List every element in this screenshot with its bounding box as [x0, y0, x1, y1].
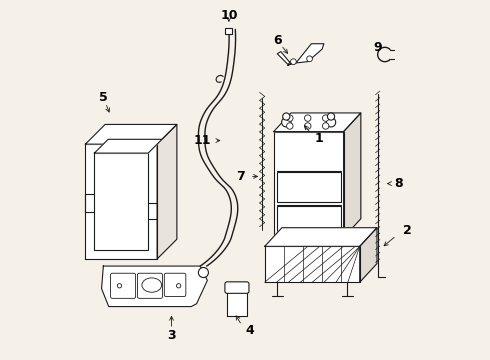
Circle shape [326, 118, 336, 127]
Text: 1: 1 [315, 132, 324, 145]
Polygon shape [85, 144, 157, 259]
FancyBboxPatch shape [225, 28, 232, 35]
Circle shape [307, 56, 313, 62]
Bar [95, 153, 148, 250]
Circle shape [304, 115, 311, 121]
Text: 7: 7 [236, 170, 245, 183]
Ellipse shape [142, 278, 162, 292]
Circle shape [287, 123, 293, 129]
Polygon shape [227, 288, 247, 316]
Circle shape [287, 115, 293, 121]
Circle shape [198, 267, 208, 278]
Text: 5: 5 [99, 91, 108, 104]
Circle shape [176, 284, 181, 288]
Polygon shape [101, 266, 207, 307]
Text: 8: 8 [394, 177, 402, 190]
Circle shape [283, 113, 290, 120]
Polygon shape [343, 113, 361, 237]
Circle shape [282, 118, 291, 127]
FancyBboxPatch shape [164, 273, 186, 297]
Text: 6: 6 [273, 33, 282, 47]
Polygon shape [360, 228, 377, 282]
Circle shape [322, 123, 329, 129]
Polygon shape [274, 113, 361, 132]
Polygon shape [95, 139, 162, 153]
Polygon shape [288, 44, 324, 65]
Polygon shape [85, 125, 177, 144]
FancyBboxPatch shape [225, 282, 249, 293]
Polygon shape [265, 228, 377, 246]
Circle shape [327, 113, 335, 120]
Text: 9: 9 [373, 41, 382, 54]
Text: 10: 10 [220, 9, 238, 22]
Circle shape [304, 123, 311, 129]
Text: 2: 2 [403, 224, 412, 237]
Text: 3: 3 [167, 329, 176, 342]
FancyBboxPatch shape [111, 273, 136, 298]
Bar [276, 206, 341, 234]
Polygon shape [265, 246, 360, 282]
Polygon shape [277, 51, 290, 64]
FancyBboxPatch shape [137, 273, 163, 298]
Bar [276, 172, 341, 202]
Polygon shape [274, 132, 343, 237]
Text: 4: 4 [245, 324, 254, 337]
Text: 11: 11 [194, 134, 211, 147]
Circle shape [322, 115, 329, 121]
Circle shape [117, 284, 122, 288]
Polygon shape [157, 125, 177, 259]
Circle shape [291, 59, 296, 64]
